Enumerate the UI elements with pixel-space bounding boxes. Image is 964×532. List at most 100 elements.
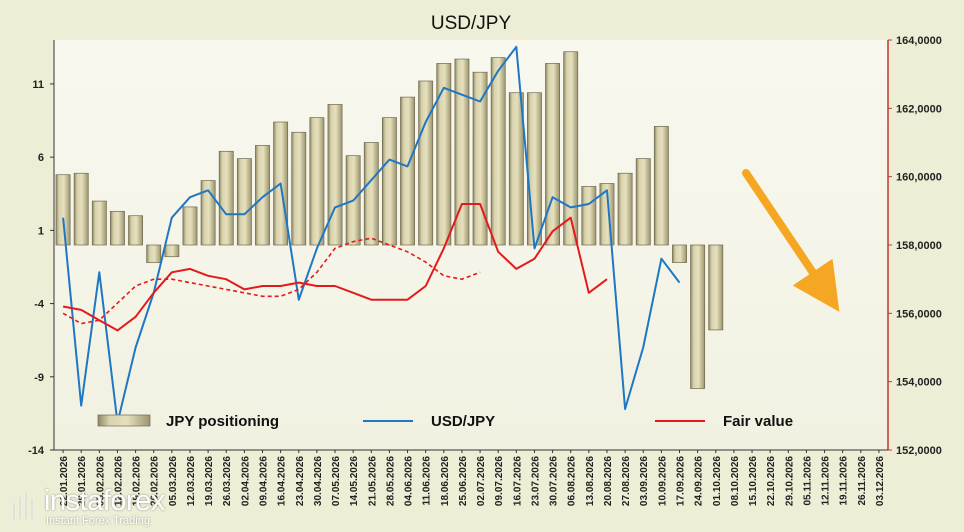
x-tick-label: 10.09.2026 bbox=[657, 456, 668, 506]
x-tick-label: 22.10.2026 bbox=[766, 456, 777, 506]
x-tick-label: 02.07.2026 bbox=[476, 456, 487, 506]
bar-25.06.2026 bbox=[454, 58, 470, 246]
x-tick-label: 16.04.2026 bbox=[277, 456, 288, 506]
x-tick-label: 26.11.2026 bbox=[857, 456, 868, 506]
legend-label: Fair value bbox=[723, 413, 793, 430]
x-tick-label: 17.09.2026 bbox=[676, 456, 687, 506]
bar-05.02.2026 bbox=[91, 200, 107, 246]
x-tick-label: 09.07.2026 bbox=[494, 456, 505, 506]
bar-02.07.2026 bbox=[472, 71, 488, 246]
right-tick-label: 152,0000 bbox=[896, 445, 942, 457]
x-tick-label: 13.08.2026 bbox=[585, 456, 596, 506]
legend-swatch-bar bbox=[97, 414, 151, 427]
x-tick-label: 26.03.2026 bbox=[222, 456, 233, 506]
bar-03.09.2026 bbox=[635, 158, 651, 246]
bar-24.09.2026 bbox=[690, 244, 706, 389]
bar-18.06.2026 bbox=[436, 63, 452, 246]
x-tick-label: 18.06.2026 bbox=[440, 456, 451, 506]
x-tick-label: 12.11.2026 bbox=[821, 456, 832, 506]
x-tick-label: 23.07.2026 bbox=[530, 456, 541, 506]
chart-title: USD/JPY bbox=[431, 13, 512, 34]
x-tick-label: 05.03.2026 bbox=[168, 456, 179, 506]
x-tick-label: 29.01.2026 bbox=[77, 456, 88, 506]
bar-29.01.2026 bbox=[73, 172, 89, 246]
x-tick-label: 07.05.2026 bbox=[331, 456, 342, 506]
bar-10.09.2026 bbox=[653, 126, 669, 246]
bar-19.02.2026 bbox=[128, 215, 144, 246]
left-tick-label: 1 bbox=[38, 225, 44, 237]
x-tick-label: 25.06.2026 bbox=[458, 456, 469, 506]
x-tick-label: 05.02.2026 bbox=[95, 456, 106, 506]
right-tick-label: 160,0000 bbox=[896, 172, 942, 184]
bar-05.03.2026 bbox=[164, 244, 180, 258]
bar-23.04.2026 bbox=[291, 131, 307, 246]
x-tick-label: 26.02.2026 bbox=[150, 456, 161, 506]
trend-arrow-icon bbox=[742, 169, 840, 312]
bar-01.10.2026 bbox=[708, 244, 724, 331]
x-tick-label: 29.10.2026 bbox=[784, 456, 795, 506]
bar-11.06.2026 bbox=[418, 80, 434, 246]
bar-21.05.2026 bbox=[363, 142, 379, 246]
x-tick-label: 20.08.2026 bbox=[603, 456, 614, 506]
left-tick-label: -14 bbox=[28, 445, 45, 457]
legend-label: JPY positioning bbox=[166, 413, 279, 430]
x-tick-label: 15.10.2026 bbox=[748, 456, 759, 506]
series-line-usd-jpy bbox=[62, 45, 681, 424]
bar-30.07.2026 bbox=[545, 63, 561, 246]
brand-name: instaforex bbox=[44, 485, 165, 517]
instaforex-logo-icon bbox=[12, 493, 34, 519]
right-tick-label: 154,0000 bbox=[896, 377, 942, 389]
x-tick-label: 12.03.2026 bbox=[186, 456, 197, 506]
x-tick-label: 27.08.2026 bbox=[621, 456, 632, 506]
x-tick-label: 19.11.2026 bbox=[839, 456, 850, 506]
legend-label: USD/JPY bbox=[431, 413, 495, 430]
x-tick-label: 23.04.2026 bbox=[295, 456, 306, 506]
x-tick-label: 30.04.2026 bbox=[313, 456, 324, 506]
bar-09.04.2026 bbox=[255, 145, 270, 246]
bar-22.01.2026 bbox=[55, 174, 71, 246]
bar-12.02.2026 bbox=[110, 210, 125, 246]
x-tick-label: 30.07.2026 bbox=[549, 456, 560, 506]
x-tick-label: 03.12.2026 bbox=[875, 456, 886, 506]
bar-12.03.2026 bbox=[182, 206, 198, 246]
x-tick-label: 08.10.2026 bbox=[730, 456, 741, 506]
bar-07.05.2026 bbox=[327, 104, 343, 246]
bar-19.03.2026 bbox=[200, 180, 216, 246]
x-tick-label: 21.05.2026 bbox=[367, 456, 378, 506]
left-tick-label: -9 bbox=[34, 372, 44, 384]
x-tick-label: 09.04.2026 bbox=[259, 456, 270, 506]
x-tick-label: 12.02.2026 bbox=[113, 456, 124, 506]
x-tick-label: 11.06.2026 bbox=[422, 456, 433, 506]
left-tick-label: 6 bbox=[38, 152, 44, 164]
bar-27.08.2026 bbox=[617, 172, 633, 246]
left-tick-label: 11 bbox=[32, 79, 44, 91]
x-tick-label: 16.07.2026 bbox=[512, 456, 523, 506]
x-tick-label: 24.09.2026 bbox=[694, 456, 705, 506]
bar-26.03.2026 bbox=[218, 150, 234, 246]
x-tick-label: 04.06.2026 bbox=[404, 456, 415, 506]
x-tick-label: 02.04.2026 bbox=[240, 456, 251, 506]
right-tick-label: 162,0000 bbox=[896, 103, 942, 115]
bar-04.06.2026 bbox=[400, 96, 415, 246]
bar-06.08.2026 bbox=[563, 51, 579, 246]
right-tick-label: 156,0000 bbox=[896, 308, 942, 320]
bar-13.08.2026 bbox=[581, 186, 597, 246]
x-tick-label: 19.03.2026 bbox=[204, 456, 215, 506]
right-tick-label: 158,0000 bbox=[896, 240, 942, 252]
bar-16.07.2026 bbox=[508, 92, 524, 246]
x-tick-label: 03.09.2026 bbox=[639, 456, 650, 506]
series-line-fair-value bbox=[62, 203, 608, 332]
right-tick-label: 164,0000 bbox=[896, 35, 942, 47]
brand-logo: instaforex Instant Forex Trading bbox=[10, 485, 180, 529]
x-tick-label: 05.11.2026 bbox=[802, 456, 813, 506]
bar-26.02.2026 bbox=[146, 244, 162, 263]
bar-23.07.2026 bbox=[527, 92, 542, 246]
bar-09.07.2026 bbox=[490, 57, 506, 246]
x-tick-label: 19.02.2026 bbox=[132, 456, 143, 506]
bar-28.05.2026 bbox=[381, 117, 397, 246]
x-tick-label: 14.05.2026 bbox=[349, 456, 360, 506]
x-tick-label: 22.01.2026 bbox=[59, 456, 70, 506]
x-tick-label: 28.05.2026 bbox=[385, 456, 396, 506]
series-line-fair-value-trend bbox=[62, 237, 481, 325]
